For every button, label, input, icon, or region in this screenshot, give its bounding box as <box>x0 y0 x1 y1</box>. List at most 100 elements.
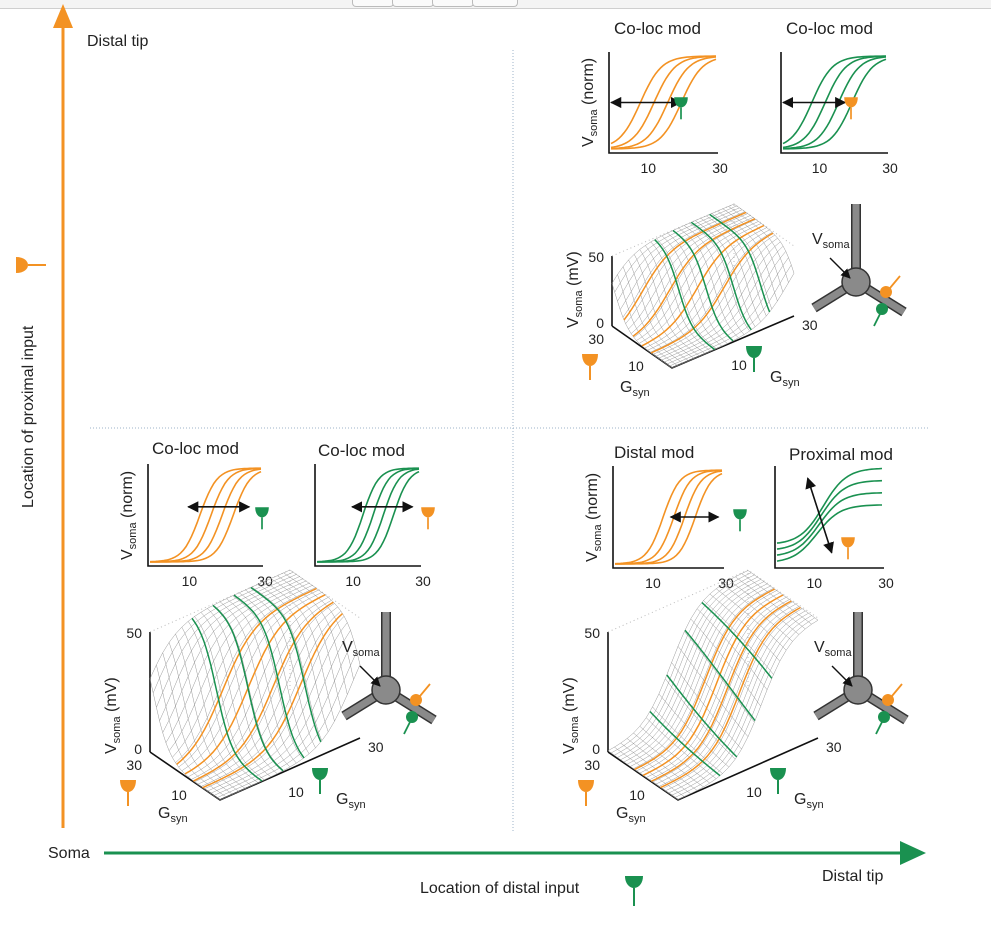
orange-synapse-icon <box>16 257 46 273</box>
g-tick-label: 10 <box>746 784 762 800</box>
orange-iso-line <box>641 224 765 347</box>
green-iso-line <box>690 221 752 331</box>
x-tick-label: 30 <box>712 160 728 176</box>
soma <box>843 675 873 705</box>
curve-line <box>610 56 717 150</box>
x-tick-label: 10 <box>812 160 828 176</box>
orange-iso-line <box>193 601 334 782</box>
x-tick-label: 10 <box>806 575 822 591</box>
gsyn-label-right: Gsyn <box>770 369 800 389</box>
g-tick-label: 30 <box>126 757 142 773</box>
z-tick-label: 50 <box>588 249 604 265</box>
plot-axes <box>774 466 884 569</box>
panel-title-top-right-left: Co-loc mod <box>614 19 701 38</box>
panel-title-bottom-right-right: Proximal mod <box>789 445 893 464</box>
surface-base-axes <box>607 737 819 801</box>
green-iso-line <box>649 710 721 777</box>
z-tick-label: 0 <box>134 741 142 757</box>
mesh-line <box>611 572 752 754</box>
x-tick-label: 30 <box>415 573 431 589</box>
green-iso-line <box>233 594 305 759</box>
curve-line <box>150 468 262 563</box>
plot-br-right: 10 30 <box>774 466 894 591</box>
mesh-line <box>156 574 297 708</box>
g-tick-label: 30 <box>588 331 604 347</box>
curve-line <box>611 58 717 150</box>
orange-synapse-icon <box>410 694 422 706</box>
panel-title-bottom-left-left: Co-loc mod <box>152 439 239 458</box>
gsyn-label-right: Gsyn <box>794 791 824 811</box>
orange-synapse-icon <box>582 354 598 380</box>
svg-text:Gsyn: Gsyn <box>770 369 800 389</box>
mesh-line <box>181 592 322 772</box>
electrode-icon <box>829 257 851 279</box>
green-iso-line <box>709 213 771 313</box>
svg-text:Vsoma: Vsoma <box>342 639 380 659</box>
mesh-line <box>175 587 316 763</box>
neuron-bottom-left: Vsoma <box>341 612 437 735</box>
svg-text:Vsoma (mV): Vsoma (mV) <box>103 677 123 754</box>
electrode-icon <box>359 665 381 687</box>
up-arrowhead-icon <box>53 4 73 28</box>
curve-line <box>782 55 886 145</box>
orange-synapse-icon <box>578 780 594 806</box>
horizontal-axis-title: Location of distal input <box>420 880 580 897</box>
green-synapse-stem <box>875 721 883 735</box>
orange-synapse-icon <box>880 286 892 298</box>
horizontal-axis-left-label: Soma <box>48 845 90 862</box>
curve-line <box>150 470 262 563</box>
orange-iso-line <box>660 606 801 789</box>
vsoma-label: Vsoma <box>342 639 380 659</box>
mesh-line <box>636 590 777 772</box>
green-synapse-stem <box>403 721 411 735</box>
green-iso-line <box>212 604 284 772</box>
mesh-line <box>620 579 761 760</box>
g-tick-label: 30 <box>584 757 600 773</box>
svg-text:Gsyn: Gsyn <box>616 805 646 825</box>
panel-title-bottom-left-right: Co-loc mod <box>318 441 405 460</box>
mesh-line <box>645 245 706 354</box>
mesh-line <box>219 664 361 801</box>
proximal-location-axis <box>53 4 73 828</box>
z-axis-label: Vsoma (mV) <box>103 677 123 754</box>
svg-text:Vsoma (mV): Vsoma (mV) <box>561 677 581 754</box>
mesh-line <box>162 578 303 733</box>
z-axis-label: Vsoma (mV) <box>565 251 585 328</box>
green-synapse-icon <box>876 303 888 315</box>
green-synapse-icon <box>625 876 643 906</box>
orange-iso-line <box>642 594 784 777</box>
y-axis-label: Vsoma (norm) <box>119 471 139 560</box>
right-arrowhead-icon <box>900 841 926 865</box>
mesh-line <box>639 249 700 357</box>
curve-line <box>610 55 716 145</box>
green-synapse-icon <box>746 346 762 372</box>
x-tick-label: 10 <box>645 575 661 591</box>
mesh-line <box>695 220 756 327</box>
soma <box>371 675 401 705</box>
plot-tr-right: 10 30 <box>780 52 898 176</box>
curve-line <box>316 467 419 563</box>
g-tick-label: 10 <box>628 358 644 374</box>
distal-location-axis <box>104 841 926 865</box>
svg-text:Gsyn: Gsyn <box>620 379 650 399</box>
top-tab <box>472 0 518 7</box>
orange-synapse-stem <box>889 275 901 289</box>
soma <box>841 267 871 297</box>
svg-text:Vsoma (norm): Vsoma (norm) <box>584 473 604 562</box>
mesh-line <box>258 583 329 732</box>
curve-line <box>615 472 723 565</box>
mesh-line <box>149 569 291 679</box>
svg-text:Vsoma: Vsoma <box>812 231 850 251</box>
panel-title-bottom-right-left: Distal mod <box>614 443 694 462</box>
curve-line <box>317 468 420 563</box>
plot-axes <box>780 52 888 154</box>
mesh-line <box>700 217 761 323</box>
green-iso-line <box>191 617 263 782</box>
vertical-axis-top-label: Distal tip <box>87 33 148 50</box>
mesh-line <box>283 572 354 680</box>
g-tick-label: 10 <box>171 787 187 803</box>
curve-line <box>783 58 887 150</box>
mesh-line <box>277 575 348 695</box>
